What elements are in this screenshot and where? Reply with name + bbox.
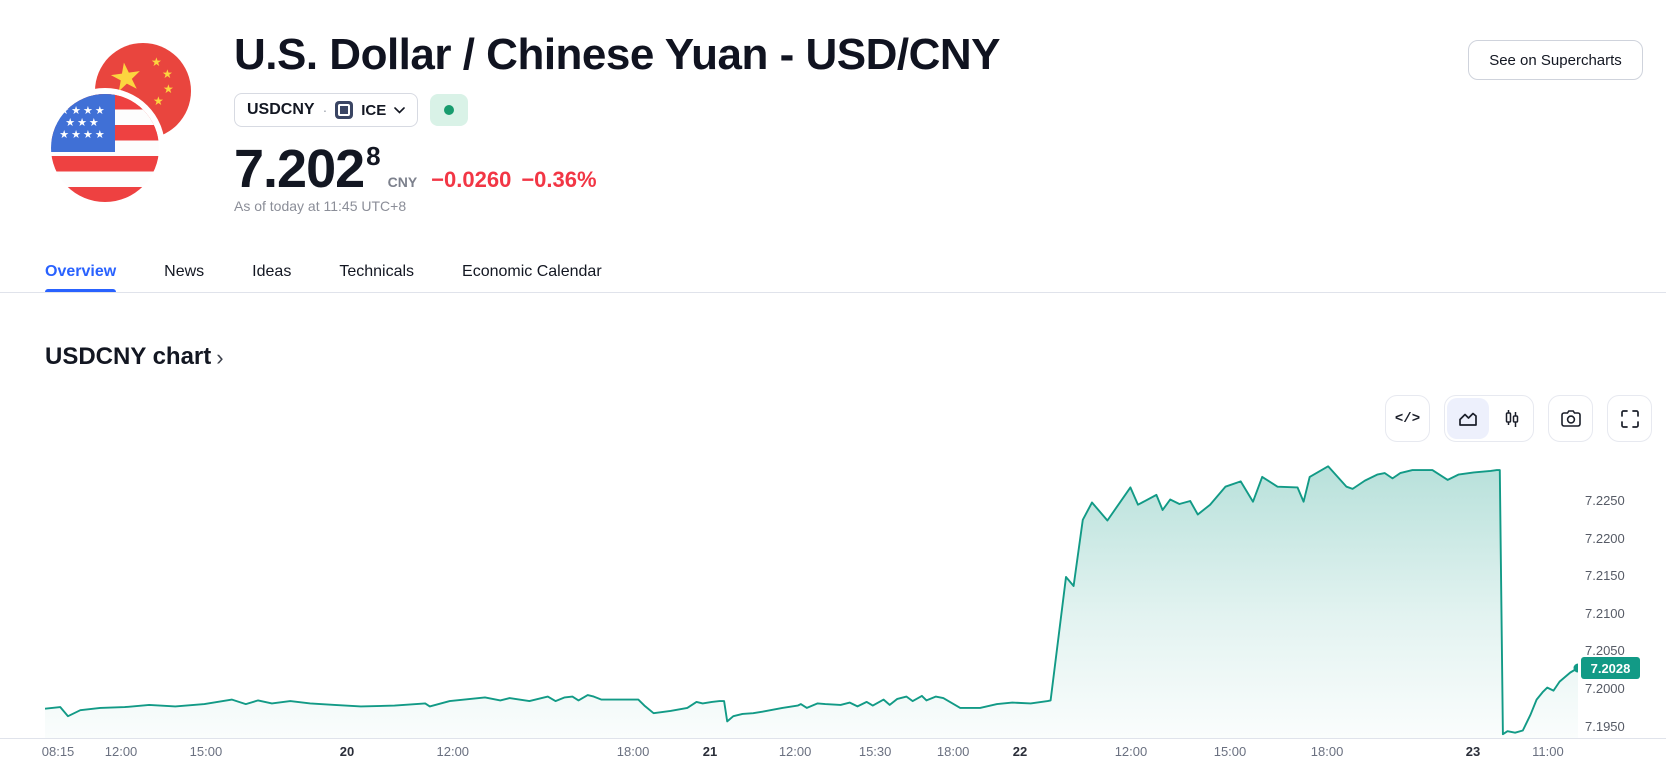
symbol-ticker: USDCNY (247, 101, 315, 118)
time-axis-label: 20 (339, 744, 355, 759)
tab-ideas[interactable]: Ideas (252, 263, 292, 280)
area-chart-icon (1459, 412, 1477, 426)
symbol-switcher-button[interactable]: USDCNY · ICE (234, 93, 419, 127)
time-axis-label: 18:00 (936, 744, 970, 759)
time-axis-label: 12:00 (1114, 744, 1148, 759)
tab-technicals[interactable]: Technicals (339, 263, 415, 280)
tab-economic-calendar[interactable]: Economic Calendar (462, 263, 602, 280)
symbol-tabs: Overview News Ideas Technicals Economic … (45, 252, 602, 292)
time-axis-label: 12:00 (104, 744, 138, 759)
time-axis-label: 11:00 (1532, 744, 1564, 759)
chart-toolbar: </> (1385, 395, 1652, 442)
last-price-dot (1573, 663, 1578, 673)
exchange-name: ICE (361, 101, 387, 119)
last-price-badge: 7.2028 (1581, 657, 1640, 680)
price-axis-label: 7.2000 (1585, 681, 1625, 697)
time-axis-label: 12:00 (778, 744, 812, 759)
market-open-dot-icon (444, 105, 455, 115)
embed-code-button[interactable]: </> (1385, 395, 1430, 442)
us-flag-icon: ★★★★ ★★★ ★★★★ (51, 94, 159, 202)
tab-overview[interactable]: Overview (45, 252, 117, 292)
time-axis-label: 21 (702, 744, 718, 759)
price-change-percent: −0.36% (521, 167, 597, 192)
time-axis-label: 18:00 (1310, 744, 1344, 759)
time-axis-label: 15:00 (1213, 744, 1247, 759)
time-axis-line (0, 738, 1666, 739)
chart-style-toggle (1444, 395, 1534, 442)
page-title: U.S. Dollar / Chinese Yuan - USD/CNY (234, 30, 1001, 79)
price-line (45, 465, 1578, 736)
time-axis-label: 08:15 (41, 744, 75, 759)
price-axis-label: 7.2150 (1585, 568, 1625, 584)
price-axis-label: 7.2250 (1585, 492, 1625, 508)
camera-icon (1560, 410, 1581, 427)
fullscreen-icon (1620, 409, 1639, 428)
area-chart-style-button[interactable] (1447, 398, 1489, 439)
last-price: 7.202 (234, 139, 365, 199)
tabs-divider (0, 292, 1666, 293)
chevron-down-icon (394, 106, 406, 114)
currency-pair-flags: ★ ★ ★ ★ ★ ★★★★ ★★★ ★★★★ (45, 40, 195, 205)
separator-dot: · (322, 102, 328, 118)
see-on-supercharts-button[interactable]: See on Supercharts (1468, 40, 1643, 80)
price-currency: CNY (387, 174, 418, 190)
candles-chart-style-button[interactable] (1491, 396, 1533, 441)
price-axis-label: 7.1950 (1585, 718, 1625, 734)
market-open-status-indicator[interactable] (430, 94, 469, 126)
last-price-extra-digit: 8 (366, 141, 381, 171)
fullscreen-button[interactable] (1607, 395, 1652, 442)
time-axis-label: 18:00 (616, 744, 650, 759)
code-icon: </> (1394, 410, 1421, 427)
price-axis-label: 7.2100 (1585, 605, 1625, 621)
area-fill (45, 466, 1578, 738)
price-axis-label: 7.2200 (1585, 530, 1625, 546)
time-axis-label: 23 (1465, 744, 1481, 759)
as-of-timestamp: As of today at 11:45 UTC+8 (234, 198, 407, 214)
candles-icon (1505, 409, 1519, 427)
price-area-series[interactable] (45, 437, 1578, 740)
time-axis-label: 22 (1012, 744, 1028, 759)
tab-news[interactable]: News (164, 263, 205, 280)
time-axis-label: 15:30 (858, 744, 892, 759)
chart-section-heading: USDCNY chart (45, 343, 212, 370)
time-axis-label: 15:00 (189, 744, 223, 759)
price-axis-label: 7.2050 (1585, 643, 1625, 659)
price-block: 7.202 8 CNY −0.0260 −0.36% (234, 138, 597, 200)
price-change: −0.0260 (431, 167, 512, 192)
snapshot-button[interactable] (1548, 395, 1593, 442)
exchange-logo-icon (335, 101, 354, 119)
chart-section-heading-link[interactable]: USDCNY chart › (45, 343, 224, 371)
time-axis-label: 12:00 (436, 744, 470, 759)
chevron-right-icon: › (216, 345, 224, 370)
